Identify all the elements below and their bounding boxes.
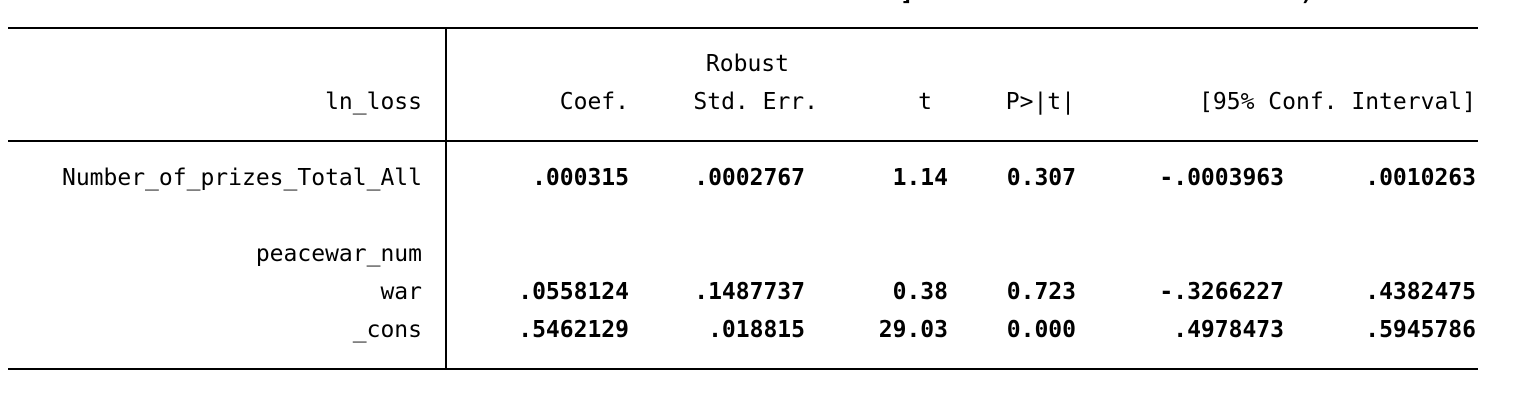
row-p-value: 0.000 (1006, 317, 1076, 343)
table-bottom-rule (8, 368, 1478, 370)
row-std-err: .018815 (708, 317, 805, 343)
row-coef: .000315 (532, 165, 629, 191)
row-label: Number_of_prizes_Total_All (61, 165, 422, 191)
header-dep-var: ln_loss (325, 89, 422, 115)
header-conf-interval: [95% Conf. Interval] (1199, 89, 1476, 115)
row-t: 0.38 (892, 279, 948, 305)
row-label: _cons (352, 317, 422, 343)
row-t: 1.14 (892, 165, 948, 191)
header-std-err: Std. Err. (693, 89, 818, 115)
row-group-label: peacewar_num (255, 241, 422, 267)
row-ci-high: .4382475 (1365, 279, 1476, 305)
row-coef: .5462129 (518, 317, 629, 343)
row-p-value: 0.723 (1006, 279, 1076, 305)
table-vertical-divider (445, 28, 447, 370)
table-header-rule (8, 140, 1478, 142)
row-ci-low: .4978473 (1173, 317, 1284, 343)
header-p-value: P>|t| (1005, 89, 1075, 115)
row-std-err: .1487737 (694, 279, 805, 305)
row-ci-high: .5945786 (1365, 317, 1476, 343)
row-label: war (380, 279, 422, 305)
row-ci-low: -.3266227 (1159, 279, 1284, 305)
table-top-rule (8, 27, 1478, 29)
row-coef: .0558124 (518, 279, 629, 305)
row-ci-high: .0010263 (1365, 165, 1476, 191)
clipped-previous-line: ] ) _ (0, 0, 1522, 4)
row-std-err: .0002767 (694, 165, 805, 191)
row-p-value: 0.307 (1006, 165, 1076, 191)
row-ci-low: -.0003963 (1159, 165, 1284, 191)
header-robust: Robust (705, 51, 789, 77)
header-coef: Coef. (559, 89, 629, 115)
row-t: 29.03 (878, 317, 948, 343)
header-t: t (918, 89, 932, 115)
